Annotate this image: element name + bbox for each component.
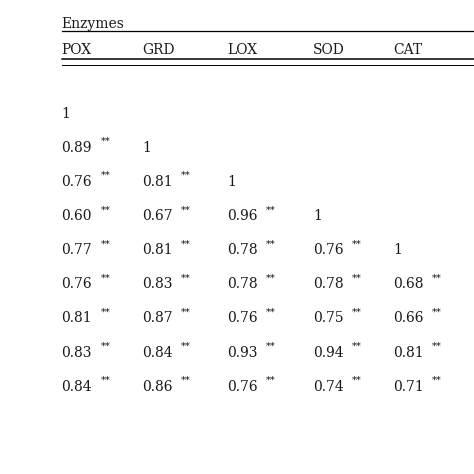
Text: **: ** (352, 376, 361, 385)
Text: 0.76: 0.76 (228, 311, 258, 326)
Text: 0.71: 0.71 (393, 380, 424, 394)
Text: **: ** (181, 273, 191, 283)
Text: 0.75: 0.75 (313, 311, 344, 326)
Text: **: ** (266, 273, 276, 283)
Text: **: ** (100, 137, 110, 146)
Text: 0.60: 0.60 (62, 209, 92, 223)
Text: 0.86: 0.86 (142, 380, 173, 394)
Text: 0.78: 0.78 (228, 277, 258, 292)
Text: **: ** (352, 342, 361, 351)
Text: **: ** (181, 376, 191, 385)
Text: 0.81: 0.81 (142, 243, 173, 257)
Text: 0.81: 0.81 (142, 175, 173, 189)
Text: **: ** (100, 376, 110, 385)
Text: **: ** (181, 239, 191, 248)
Text: 0.77: 0.77 (62, 243, 92, 257)
Text: 0.68: 0.68 (393, 277, 424, 292)
Text: 0.76: 0.76 (62, 175, 92, 189)
Text: 1: 1 (62, 107, 71, 121)
Text: 0.81: 0.81 (62, 311, 92, 326)
Text: **: ** (100, 342, 110, 351)
Text: **: ** (100, 308, 110, 317)
Text: **: ** (266, 376, 276, 385)
Text: 0.76: 0.76 (313, 243, 344, 257)
Text: 0.84: 0.84 (142, 346, 173, 360)
Text: 0.83: 0.83 (62, 346, 92, 360)
Text: 0.83: 0.83 (142, 277, 173, 292)
Text: 1: 1 (142, 141, 151, 155)
Text: SOD: SOD (313, 43, 345, 57)
Text: **: ** (266, 205, 276, 214)
Text: **: ** (432, 376, 442, 385)
Text: **: ** (432, 342, 442, 351)
Text: GRD: GRD (142, 43, 175, 57)
Text: LOX: LOX (228, 43, 258, 57)
Text: 0.84: 0.84 (62, 380, 92, 394)
Text: **: ** (181, 205, 191, 214)
Text: 0.89: 0.89 (62, 141, 92, 155)
Text: **: ** (100, 205, 110, 214)
Text: 0.78: 0.78 (313, 277, 344, 292)
Text: **: ** (352, 308, 361, 317)
Text: **: ** (432, 308, 442, 317)
Text: **: ** (266, 308, 276, 317)
Text: Enzymes: Enzymes (62, 17, 125, 31)
Text: 1: 1 (313, 209, 322, 223)
Text: **: ** (266, 342, 276, 351)
Text: **: ** (266, 239, 276, 248)
Text: **: ** (181, 308, 191, 317)
Text: 1: 1 (393, 243, 402, 257)
Text: 0.94: 0.94 (313, 346, 344, 360)
Text: **: ** (181, 171, 191, 180)
Text: 0.78: 0.78 (228, 243, 258, 257)
Text: **: ** (100, 239, 110, 248)
Text: 0.74: 0.74 (313, 380, 344, 394)
Text: 0.81: 0.81 (393, 346, 424, 360)
Text: **: ** (181, 342, 191, 351)
Text: 0.76: 0.76 (228, 380, 258, 394)
Text: **: ** (432, 273, 442, 283)
Text: 1: 1 (228, 175, 237, 189)
Text: 0.66: 0.66 (393, 311, 424, 326)
Text: 0.93: 0.93 (228, 346, 258, 360)
Text: **: ** (352, 273, 361, 283)
Text: CAT: CAT (393, 43, 422, 57)
Text: 0.87: 0.87 (142, 311, 173, 326)
Text: 0.76: 0.76 (62, 277, 92, 292)
Text: **: ** (100, 273, 110, 283)
Text: POX: POX (62, 43, 92, 57)
Text: **: ** (352, 239, 361, 248)
Text: 0.67: 0.67 (142, 209, 173, 223)
Text: **: ** (100, 171, 110, 180)
Text: 0.96: 0.96 (228, 209, 258, 223)
